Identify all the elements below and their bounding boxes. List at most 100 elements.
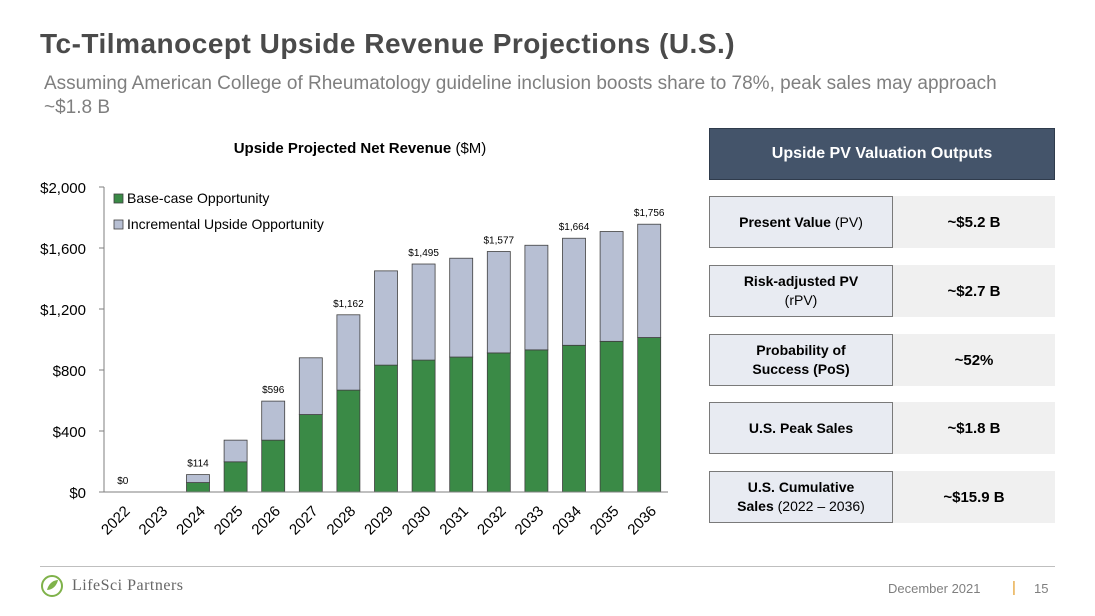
y-tick-label: $800	[53, 363, 86, 380]
bar-incremental	[186, 474, 210, 483]
footer-date: December 2021	[888, 581, 981, 596]
footer-separator: |	[1012, 579, 1016, 596]
bar-incremental	[562, 237, 586, 346]
bar-incremental	[336, 314, 361, 391]
rpv-label-line1: Risk-adjusted PV	[743, 273, 859, 289]
data-label: $596	[262, 385, 285, 396]
data-label: $1,577	[484, 236, 515, 247]
logo-leaf-icon	[41, 575, 63, 597]
x-tick-label: 2030	[399, 503, 435, 539]
data-label: $1,162	[333, 299, 364, 310]
x-tick-label: 2032	[474, 503, 510, 539]
y-tick-label: $400	[53, 424, 86, 441]
valuation-row-peak: U.S. Peak Sales ~$1.8 B	[709, 402, 1055, 454]
bar-incremental	[486, 251, 511, 354]
bars	[186, 223, 662, 493]
bar-base-case	[486, 352, 511, 493]
company-logo: LifeSci Partners	[40, 574, 184, 598]
revenue-bar-chart: $0$400$800$1,200$1,600$2,000 $0$114$596$…	[40, 180, 668, 539]
x-tick-label: 2023	[136, 503, 172, 539]
peak-label-text: U.S. Peak Sales	[748, 419, 854, 436]
bar-base-case	[374, 364, 398, 493]
y-axis: $0 $400 $800 $1,200 $1,600 $2,000	[40, 180, 105, 502]
pos-label-line1: Probability of	[756, 342, 846, 358]
valuation-row-rpv: Risk-adjusted PV (rPV) ~$2.7 B	[709, 265, 1055, 317]
bar-base-case	[637, 337, 662, 493]
x-tick-label: 2036	[624, 503, 660, 539]
x-tick-label: 2029	[361, 503, 397, 539]
x-tick-label: 2022	[98, 503, 134, 539]
rpv-label: Risk-adjusted PV (rPV)	[709, 265, 893, 317]
valuation-row-pv: Present Value (PV) ~$5.2 B	[709, 196, 1055, 248]
chart-title-unit: ($M)	[451, 140, 487, 157]
x-tick-label: 2034	[549, 503, 585, 539]
data-labels: $0 $114 $596 $1,162 $1,495 $1,577 $1,664 $1,756	[117, 208, 665, 487]
data-label: $1,756	[634, 208, 665, 219]
y-tick-label: $1,600	[40, 241, 86, 258]
bar-incremental	[223, 439, 248, 463]
pv-label-rest: (PV)	[830, 213, 863, 230]
x-tick-label: 2025	[211, 503, 247, 539]
chart-title: Upside Projected Net Revenue ($M)	[140, 140, 580, 157]
valuation-row-pos: Probability of Success (PoS) ~52%	[709, 334, 1055, 386]
pv-label-bold: Present Value	[739, 213, 831, 230]
x-tick-label: 2031	[436, 503, 472, 539]
slide-subtitle: Assuming American College of Rheumatolog…	[44, 73, 997, 118]
bar-incremental	[374, 270, 398, 366]
pv-value: ~$5.2 B	[947, 213, 1001, 231]
x-tick-label: 2033	[512, 503, 548, 539]
bar-incremental	[261, 400, 286, 441]
bar-incremental	[298, 357, 323, 415]
y-tick-label: $0	[69, 485, 86, 502]
bar-base-case	[524, 349, 549, 493]
bar-base-case	[449, 356, 474, 493]
rpv-value: ~$2.7 B	[947, 282, 1001, 300]
x-tick-label: 2028	[324, 503, 360, 539]
cumulative-label-line2-bold: Sales	[737, 498, 774, 514]
x-tick-label: 2024	[173, 503, 209, 539]
cumulative-value: ~$15.9 B	[943, 488, 1005, 506]
peak-label: U.S. Peak Sales	[709, 402, 893, 454]
bar-base-case	[411, 359, 436, 493]
footer-divider	[40, 566, 1055, 567]
chart-title-bold: Upside Projected Net Revenue	[233, 140, 452, 157]
rpv-label-line2: (rPV)	[784, 292, 818, 308]
slide-title: Tc-Tilmanocept Upside Revenue Projection…	[40, 28, 736, 59]
legend-label: Incremental Upside Opportunity	[127, 216, 324, 232]
pos-label: Probability of Success (PoS)	[709, 334, 893, 386]
x-axis: 2022 2023 2024 2025 2026 2027 2028 2029 2030 2031…	[98, 491, 668, 539]
y-tick-label: $2,000	[40, 180, 86, 197]
pos-label-line2: Success (PoS)	[752, 361, 850, 377]
bar-incremental	[599, 231, 624, 342]
data-label: $1,664	[559, 222, 590, 233]
bar-base-case	[186, 482, 210, 493]
data-label: $0	[117, 476, 129, 487]
pos-value: ~52%	[954, 351, 994, 369]
logo-text: LifeSci Partners	[72, 577, 184, 594]
legend: Base-case Opportunity Incremental Upside …	[113, 190, 324, 232]
bar-base-case	[562, 344, 586, 493]
page-number: 15	[1034, 581, 1049, 596]
data-label: $114	[187, 459, 209, 470]
x-tick-label: 2035	[587, 503, 623, 539]
pv-label: Present Value (PV)	[709, 196, 893, 248]
peak-value: ~$1.8 B	[947, 419, 1001, 437]
legend-swatch	[113, 219, 124, 230]
bar-base-case	[298, 414, 323, 493]
valuation-row-cumulative: U.S. Cumulative Sales (2022 – 2036) ~$15…	[709, 471, 1055, 523]
bar-base-case	[336, 389, 361, 493]
cumulative-label: U.S. Cumulative Sales (2022 – 2036)	[709, 471, 893, 523]
y-tick-label: $1,200	[40, 302, 86, 319]
bar-incremental	[524, 244, 549, 351]
x-tick-label: 2026	[248, 503, 284, 539]
bar-incremental	[411, 263, 436, 361]
valuation-panel-header: Upside PV Valuation Outputs	[709, 128, 1055, 180]
cumulative-label-line1: U.S. Cumulative	[747, 479, 855, 495]
data-label: $1,495	[408, 248, 439, 259]
cumulative-label-line2-rest: (2022 – 2036)	[773, 498, 865, 514]
bar-base-case	[261, 439, 286, 493]
bar-incremental	[637, 223, 662, 338]
legend-swatch	[113, 193, 124, 204]
bar-base-case	[223, 461, 248, 493]
bar-incremental	[449, 257, 474, 358]
